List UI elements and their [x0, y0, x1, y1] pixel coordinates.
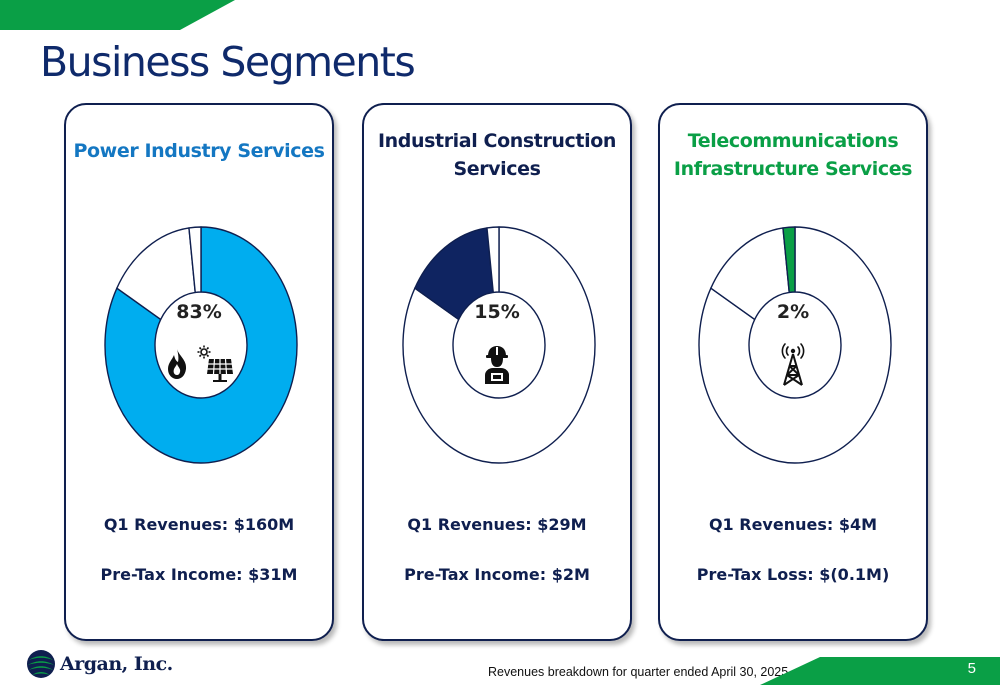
company-logo: Argan, Inc. [26, 648, 173, 680]
donut-chart [402, 226, 596, 464]
donut-slice-telecommunications-infrastructure-services [486, 226, 500, 294]
segment-card-industrial: Industrial Construction Services 15% Q1 … [362, 103, 632, 641]
income-label: Pre-Tax Income: $31M [100, 565, 298, 584]
bottom-accent-bar [760, 657, 1000, 685]
page-number: 5 [967, 660, 976, 677]
segment-share-label: 83% [176, 301, 222, 323]
flame-icon [168, 349, 187, 379]
footnote: Revenues breakdown for quarter ended Apr… [488, 665, 789, 679]
donut-slice-power-industry-services [402, 226, 596, 464]
globe-icon [27, 650, 55, 678]
segment-title: Power Industry Services [66, 137, 332, 165]
page-title: Business Segments [40, 38, 416, 86]
revenue-label: Q1 Revenues: $29M [407, 515, 587, 534]
top-accent-bar [0, 0, 235, 30]
segment-icons [66, 341, 332, 387]
logo-text: Argan, Inc. [60, 653, 173, 675]
revenue-label: Q1 Revenues: $4M [708, 515, 878, 534]
segment-title: Industrial Construction Services [364, 127, 630, 183]
segment-icons [660, 341, 926, 387]
segment-icons [364, 341, 630, 387]
segment-title-line: Infrastructure Services [673, 158, 913, 180]
income-label: Pre-Tax Loss: $(0.1M) [696, 565, 890, 584]
segment-title-line: Services [453, 158, 541, 180]
cell-tower-icon [781, 343, 805, 386]
revenue-label: Q1 Revenues: $160M [103, 515, 295, 534]
segment-title-line: Power Industry Services [73, 140, 325, 162]
segment-share-label: 2% [776, 301, 810, 323]
segment-title-line: Industrial Construction [378, 130, 616, 152]
donut-slice-telecommunications-infrastructure-services [188, 226, 202, 294]
segment-share-label: 15% [474, 301, 520, 323]
donut-slice-power-industry-services [104, 226, 298, 464]
segment-title-line: Telecommunications [687, 130, 899, 152]
donut-chart [104, 226, 298, 464]
income-label: Pre-Tax Income: $2M [404, 565, 590, 584]
solar-panel-icon [197, 345, 233, 382]
donut-slice-power-industry-services [698, 226, 892, 464]
segment-card-power: Power Industry Services 83% Q [64, 103, 334, 641]
donut-chart [698, 226, 892, 464]
construction-worker-icon [485, 346, 509, 384]
segment-title: Telecommunications Infrastructure Servic… [660, 127, 926, 183]
donut-slice-telecommunications-infrastructure-services [782, 226, 796, 294]
segment-card-telecom: Telecommunications Infrastructure Servic… [658, 103, 928, 641]
